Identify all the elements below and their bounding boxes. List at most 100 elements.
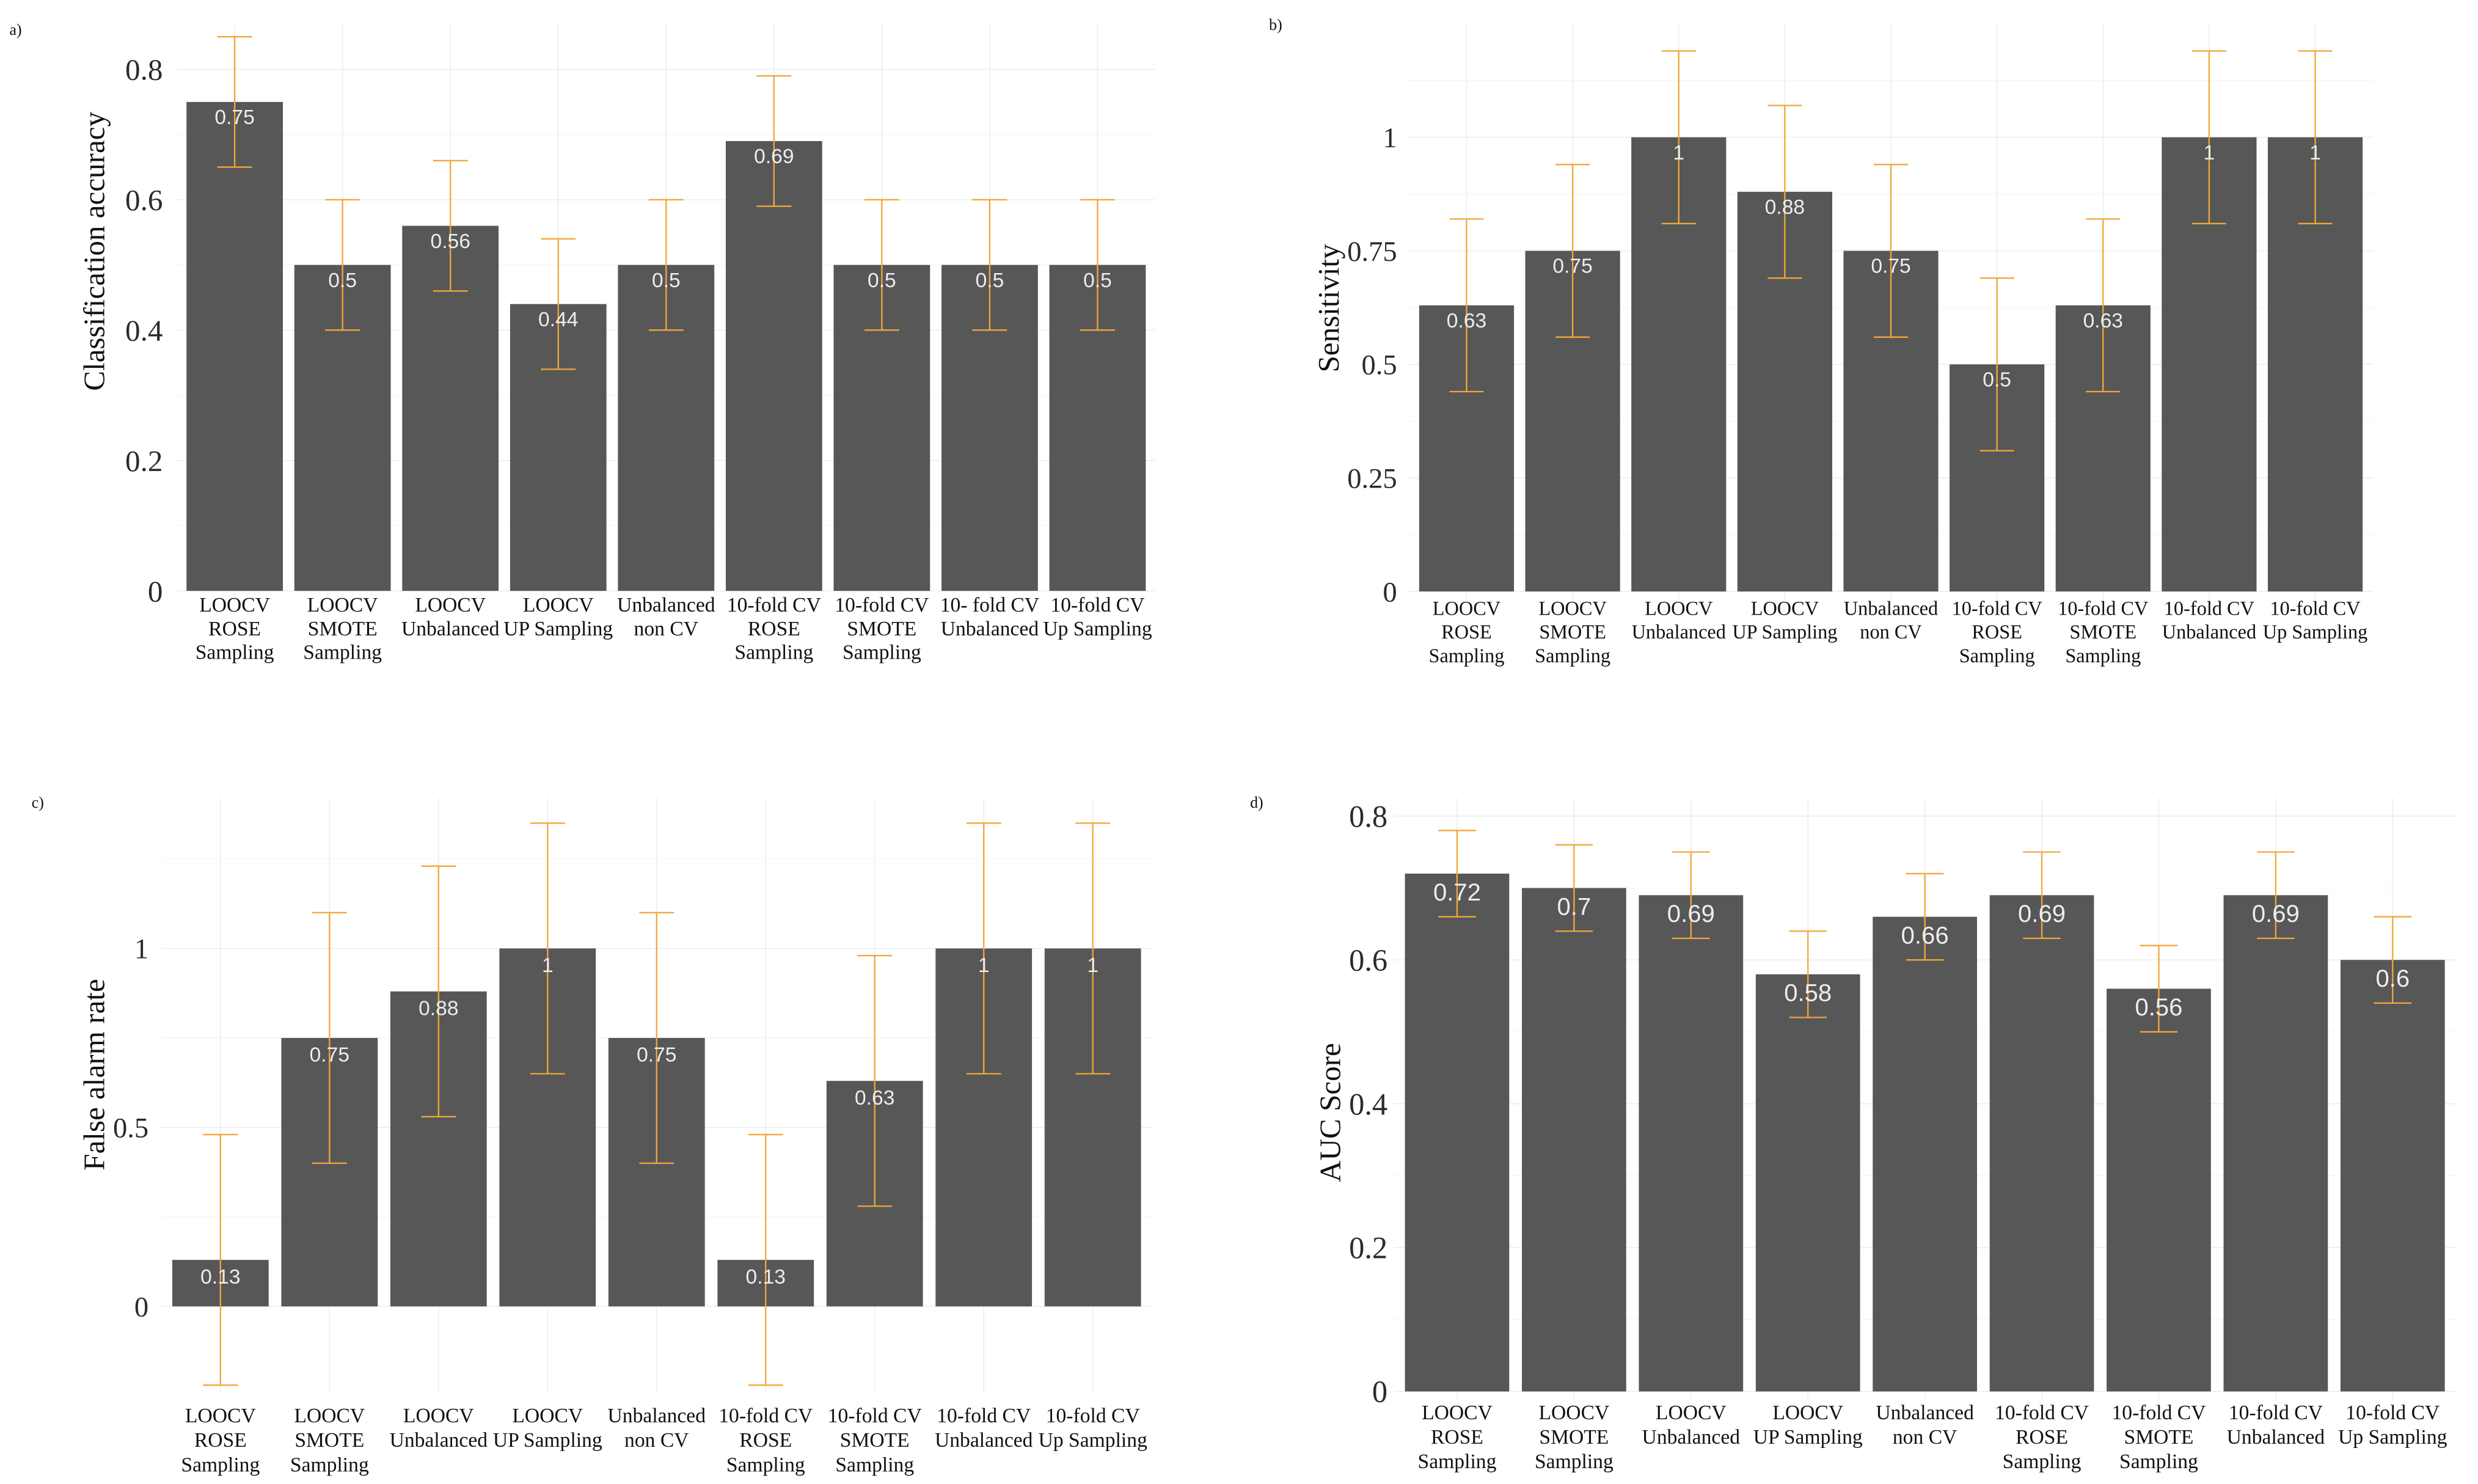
panel-d-error-bar-1 [1438,830,1476,918]
panel-c-y-tick-label: 0 [134,1292,148,1323]
category-label-line: 10-fold CV [1995,1402,2089,1424]
category-label-line: 10- fold CV [940,594,1039,616]
panel-a-data-labels: 0.75 0.5 0.56 0.44 0.5 0.69 0.5 0.5 0.5 [214,106,1111,331]
category-label-line: 10-fold CV [1046,1405,1140,1427]
panel-b-y-tick-label: 0.75 [1347,236,1397,268]
category-label-line: Sampling [1959,645,2035,667]
panel-d-bar-5 [1873,916,1978,1392]
panel-b-data-label-4: 0.88 [1765,196,1805,219]
category-label-line: 10-fold CV [937,1405,1031,1427]
category-label-line: Unbalanced [1642,1426,1741,1449]
category-label-line: SMOTE [840,1429,910,1452]
panel-b: 0.63 0.75 1 0.88 0.75 0.5 0.63 1 1 0 0.25 0.5 0.75 1 S… [1269,16,2374,667]
category-label-line: LOOCV [523,594,594,616]
panel-d-bar-1 [1405,873,1510,1392]
category-label-line: 10-fold CV [718,1405,813,1427]
panel-d-error-bar-6 [2023,851,2061,940]
panel-a-y-tick-label: 0.6 [125,183,163,217]
panel-b-y-tick-label: 0 [1383,577,1397,608]
category-label-line: SMOTE [294,1429,364,1452]
category-label-line: Unbalanced [941,618,1039,640]
panel-b-data-label-6: 0.5 [1983,369,2011,392]
category-label-line: 10-fold CV [828,1405,922,1427]
panel-d-error-bars [1438,830,2412,1033]
panel-b-error-bar-1 [1449,218,1484,393]
category-label-line: Unbalanced [2162,621,2256,643]
panel-b-data-labels: 0.63 0.75 1 0.88 0.75 0.5 0.63 1 1 [1447,142,2321,392]
panel-c-data-label-3: 0.88 [418,998,458,1020]
category-label-line: LOOCV [307,594,378,616]
category-label-line: Sampling [303,641,382,664]
panel-c-y-tick-label: 0.5 [113,1113,148,1144]
category-label-line: UP Sampling [1753,1426,1863,1449]
panel-d-label: d) [1250,794,1263,811]
panel-d-bar-7 [2107,989,2211,1392]
panel-d-category-label-1: LOOCV ROSE Sampling [1418,1402,1497,1473]
panel-d-bar-6 [1989,895,2094,1392]
panel-a-error-bar-9 [1080,199,1115,331]
panel-d-error-bar-9 [2374,916,2412,1004]
category-label-line: Sampling [842,641,921,664]
panel-d: 0.72 0.7 0.69 0.58 0.66 0.69 0.56 0.69 0.6 0 0.2 0.… [1250,794,2456,1473]
panel-d-y-tick-label: 0.4 [1349,1087,1387,1121]
panel-d-category-label-3: LOOCV Unbalanced [1642,1402,1741,1449]
category-label-line: Sampling [1418,1450,1497,1473]
panel-d-error-bar-5 [1906,872,1944,961]
panel-b-y-tick-label: 0.25 [1347,464,1397,495]
panel-b-category-label-4: LOOCV UP Sampling [1732,597,1837,643]
panel-d-y-axis-title: AUC Score [1314,1043,1347,1182]
category-label-line: Unbalanced [401,618,500,640]
panel-a-category-label-8: 10- fold CV Unbalanced [940,594,1039,640]
panel-b-error-bar-4 [1767,104,1802,279]
category-label-line: Sampling [196,641,274,664]
category-label-line: Sampling [1535,1450,1614,1473]
panel-a-category-label-5: Unbalanced non CV [617,594,715,640]
panel-b-y-tick-label: 1 [1383,123,1397,154]
category-label-line: Unbalanced [608,1405,706,1427]
panel-c-error-bar-2 [312,912,347,1164]
panel-d-category-label-9: 10-fold CV Up Sampling [2338,1402,2447,1449]
category-label-line: 10-fold CV [2111,1402,2206,1424]
panel-c-y-axis-title: False alarm rate [78,979,111,1171]
panel-d-bar-3 [1639,895,1744,1392]
panel-d-category-label-6: 10-fold CV ROSE Sampling [1995,1402,2089,1473]
panel-a-data-label-9: 0.5 [1083,269,1112,292]
category-label-line: Sampling [1429,645,1505,667]
panel-b-error-bar-6 [1979,277,2014,451]
panel-c-data-label-6: 0.13 [746,1266,786,1288]
panel-b-y-axis-title: Sensitivity [1312,244,1345,373]
panel-a-bar-1 [186,101,283,591]
panel-c-category-label-4: LOOCV UP Sampling [493,1405,602,1452]
category-label-line: UP Sampling [1732,621,1837,643]
category-label-line: Up Sampling [1039,1429,1148,1452]
category-label-line: non CV [1860,621,1921,643]
panel-b-category-label-7: 10-fold CV SMOTE Sampling [2058,597,2148,667]
category-label-line: LOOCV [403,1405,474,1427]
panel-c-error-bars [203,822,1111,1386]
panel-d-bar-2 [1522,888,1626,1392]
panel-b-category-label-3: LOOCV Unbalanced [1632,597,1726,643]
panel-d-data-label-2: 0.7 [1557,893,1592,920]
category-label-line: Unbalanced [1632,621,1726,643]
panel-c-category-label-1: LOOCV ROSE Sampling [181,1405,260,1476]
category-label-line: ROSE [748,618,800,640]
panel-d-y-tick-label: 0.6 [1349,943,1387,978]
panel-b-category-label-6: 10-fold CV ROSE Sampling [1952,597,2042,667]
panel-b-y-axis: 0 0.25 0.5 0.75 1 [1347,123,1397,608]
panel-d-category-label-7: 10-fold CV SMOTE Sampling [2111,1402,2206,1473]
category-label-line: SMOTE [847,618,916,640]
panel-b-data-label-8: 1 [2204,142,2215,164]
panel-c-category-label-9: 10-fold CV Up Sampling [1039,1405,1148,1452]
panel-a-category-label-4: LOOCV UP Sampling [503,594,613,640]
category-label-line: Sampling [2119,1450,2198,1473]
panel-c-error-bar-8 [966,822,1001,1075]
panel-d-data-label-5: 0.66 [1901,923,1949,949]
category-label-line: 10-fold CV [2164,597,2254,619]
panel-b-y-tick-label: 0.5 [1361,350,1397,381]
panel-b-error-bars [1449,50,2333,451]
panel-c-error-bar-3 [421,865,456,1117]
category-label-line: SMOTE [308,618,378,640]
